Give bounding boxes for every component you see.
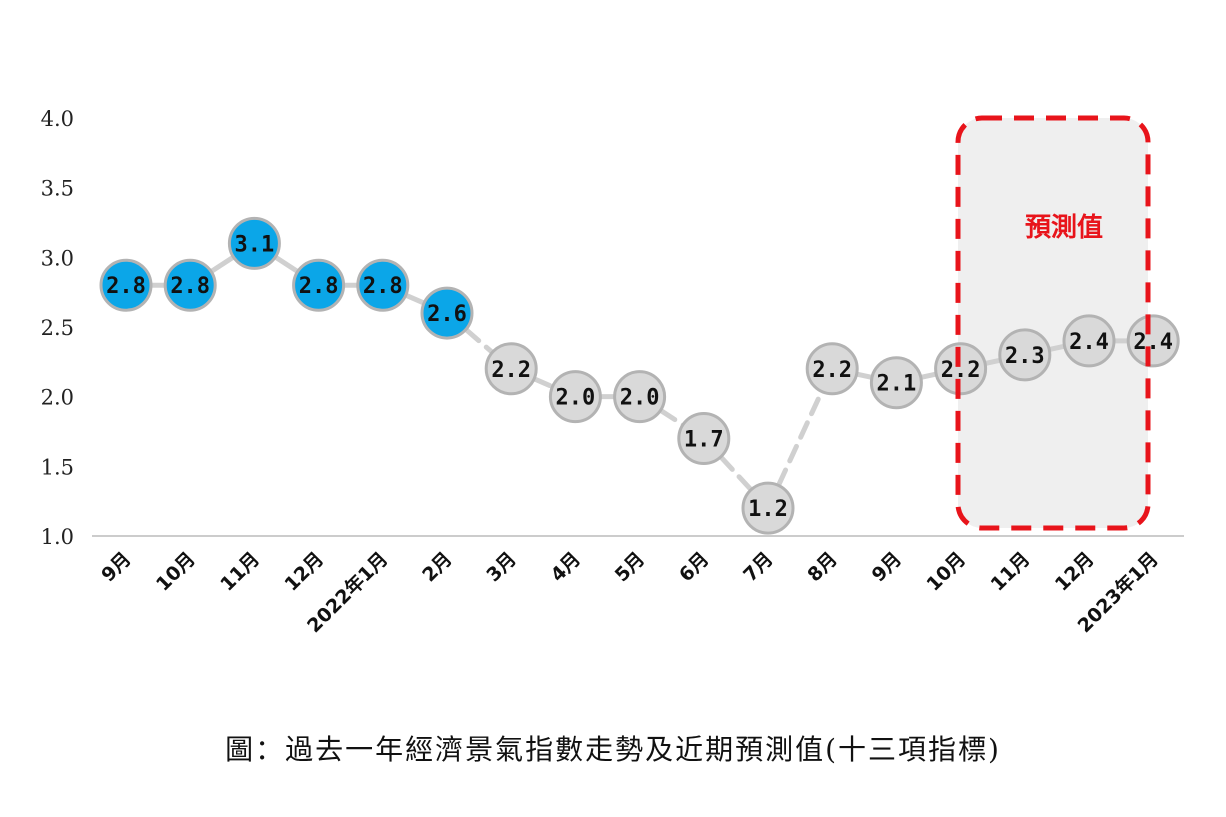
- data-label: 2.2: [941, 358, 981, 383]
- x-tick-label: 3月: [482, 548, 520, 586]
- data-point-marker: [548, 370, 602, 424]
- x-tick-label: 8月: [803, 548, 841, 586]
- x-tick-label: 11月: [987, 548, 1035, 596]
- y-tick-label: 4.0: [41, 107, 74, 131]
- x-tick-label: 6月: [675, 548, 713, 586]
- data-point-marker: [613, 370, 667, 424]
- y-tick-label: 1.5: [41, 455, 74, 479]
- y-tick-label: 3.5: [41, 177, 74, 201]
- data-point-marker: [484, 342, 538, 396]
- data-point-marker: [741, 481, 795, 535]
- data-label: 2.3: [1005, 344, 1045, 369]
- x-tick-label: 10月: [152, 548, 200, 596]
- x-tick-label: 12月: [1051, 548, 1099, 596]
- data-points: 2.8 2.8 3.1 2.8 2.8 2.6 2.2 2.0 2.0 1.7 1.2 2.2 2.1 2…: [99, 216, 1180, 535]
- data-point-marker: [1126, 314, 1180, 368]
- forecast-region-background: [958, 118, 1148, 528]
- data-label: 2.0: [556, 386, 596, 411]
- x-tick-label: 10月: [922, 548, 970, 596]
- x-tick-label: 11月: [216, 548, 264, 596]
- data-label: 2.4: [1133, 330, 1173, 355]
- forecast-label: 預測值: [1025, 213, 1103, 243]
- x-tick-label: 9月: [868, 548, 906, 586]
- data-point-marker: [99, 258, 153, 312]
- data-point-marker: [869, 356, 923, 410]
- x-tick-label: 7月: [739, 548, 777, 586]
- economic-index-line-chart: 1.0 1.5 2.0 2.5 3.0 3.5 4.0 2.8 2.8 3.1 2.8 2.8 2.6…: [41, 107, 1184, 637]
- data-point-marker: [1062, 314, 1116, 368]
- y-tick-label: 1.0: [41, 525, 74, 549]
- data-label: 2.8: [363, 274, 403, 299]
- data-point-marker: [805, 342, 859, 396]
- x-tick-label: 9月: [97, 548, 135, 586]
- data-point-marker: [677, 411, 731, 465]
- data-label: 2.6: [427, 302, 467, 327]
- y-axis: 1.0 1.5 2.0 2.5 3.0 3.5 4.0: [41, 107, 74, 549]
- data-label: 2.4: [1069, 330, 1109, 355]
- data-point-marker: [163, 258, 217, 312]
- chart-caption: 圖：過去一年經濟景氣指數走勢及近期預測值(十三項指標): [225, 733, 1001, 766]
- y-tick-label: 2.0: [41, 386, 74, 410]
- data-label: 3.1: [235, 232, 275, 257]
- data-label: 1.7: [684, 427, 724, 452]
- data-label: 2.2: [812, 358, 852, 383]
- x-tick-label: 12月: [280, 548, 328, 596]
- x-tick-label: 2月: [418, 548, 456, 586]
- data-point-marker: [292, 258, 346, 312]
- data-point-marker: [420, 286, 474, 340]
- data-label: 2.0: [620, 386, 660, 411]
- data-label: 1.2: [748, 497, 788, 522]
- x-tick-label: 4月: [547, 548, 585, 586]
- data-point-marker: [227, 216, 281, 270]
- data-point-marker: [998, 328, 1052, 382]
- data-label: 2.1: [877, 372, 917, 397]
- y-tick-label: 2.5: [41, 316, 74, 340]
- y-tick-label: 3.0: [41, 246, 74, 270]
- data-label: 2.8: [106, 274, 146, 299]
- forecast-region-border: [955, 115, 1151, 531]
- data-point-marker: [934, 342, 988, 396]
- data-label: 2.8: [170, 274, 210, 299]
- data-point-marker: [356, 258, 410, 312]
- x-tick-label: 5月: [611, 548, 649, 586]
- data-label: 2.2: [491, 358, 531, 383]
- data-label: 2.8: [299, 274, 339, 299]
